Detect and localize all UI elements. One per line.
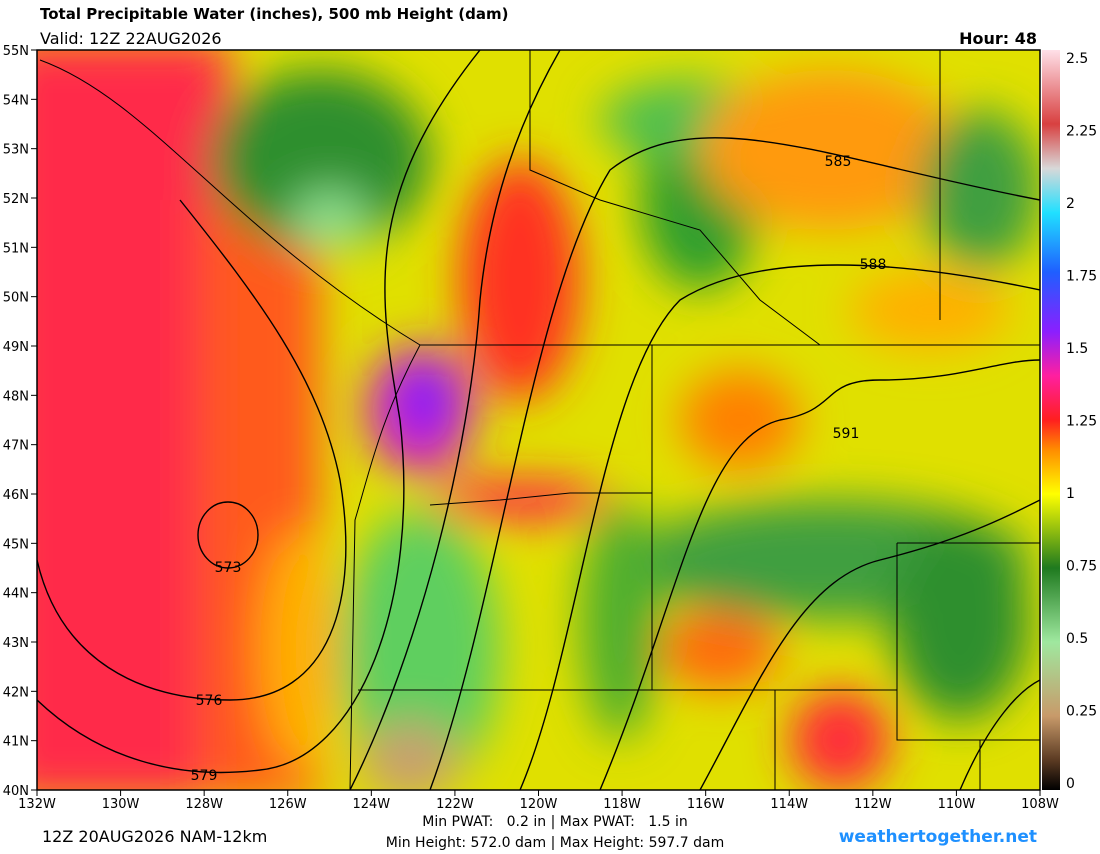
lat-label: 52N: [3, 192, 29, 207]
colorbar: [1042, 50, 1060, 790]
site-credit[interactable]: weathertogether.net: [839, 827, 1037, 847]
colorbar-label: 1: [1066, 486, 1075, 502]
forecast-hour: Hour: 48: [959, 29, 1037, 48]
lon-label: 114W: [770, 797, 808, 812]
lon-label: 130W: [102, 797, 140, 812]
contour-label: 576: [196, 693, 223, 709]
lon-label: 116W: [687, 797, 725, 812]
colorbar-label: 0.5: [1066, 631, 1088, 647]
border: [529, 50, 821, 346]
pwat-field: [37, 50, 1040, 790]
contour: [197, 501, 259, 569]
contour: [599, 359, 1040, 790]
lon-label: 126W: [269, 797, 307, 812]
lat-label: 51N: [3, 241, 29, 256]
contour: [349, 50, 561, 790]
lon-label: 112W: [854, 797, 892, 812]
lat-label: 53N: [3, 143, 29, 158]
lon-label: 110W: [938, 797, 976, 812]
contour-label: 585: [825, 154, 852, 170]
colorbar-label: 2: [1066, 196, 1075, 212]
colorbar-label: 1.5: [1066, 341, 1088, 357]
valid-time: Valid: 12Z 22AUG2026: [40, 29, 222, 48]
contour-label: 588: [860, 257, 887, 273]
border: [429, 492, 652, 506]
contour-label: 573: [215, 560, 242, 576]
contour-labels: 573 576 579 585 588 591: [191, 154, 887, 784]
lat-label: 48N: [3, 389, 29, 404]
colorbar-label: 2.25: [1066, 124, 1097, 140]
contour-label: 579: [191, 768, 218, 784]
coastline: [39, 59, 421, 790]
lat-label: 49N: [3, 340, 29, 355]
lat-label: 55N: [3, 44, 29, 59]
height-contours: [37, 50, 1040, 790]
lat-label: 47N: [3, 439, 29, 454]
lon-label: 124W: [352, 797, 390, 812]
lon-label: 120W: [520, 797, 558, 812]
model-run: 12Z 20AUG2026 NAM-12km: [42, 827, 267, 846]
lat-label: 45N: [3, 537, 29, 552]
height-range: Min Height: 572.0 dam | Max Height: 597.…: [386, 835, 724, 850]
border: [358, 50, 1040, 790]
lon-label: 108W: [1021, 797, 1059, 812]
contour: [699, 499, 1040, 790]
contour: [37, 199, 347, 701]
lon-label: 122W: [436, 797, 474, 812]
lon-label: 118W: [603, 797, 641, 812]
colorbar-label: 1.25: [1066, 414, 1097, 430]
contour: [429, 137, 1040, 790]
contour: [519, 264, 1040, 790]
lon-label: 132W: [18, 797, 56, 812]
pwat-range: Min PWAT: 0.2 in | Max PWAT: 1.5 in: [422, 814, 687, 830]
title: Total Precipitable Water (inches), 500 m…: [40, 5, 508, 23]
lat-label: 41N: [3, 735, 29, 750]
colorbar-label: 0.25: [1066, 704, 1097, 720]
lat-label: 40N: [3, 784, 29, 799]
lat-label: 43N: [3, 636, 29, 651]
contour: [959, 679, 1040, 790]
contour-label: 591: [833, 426, 860, 442]
lat-label: 50N: [3, 291, 29, 306]
borders: [39, 50, 1040, 790]
lat-label: 46N: [3, 488, 29, 503]
lat-label: 44N: [3, 587, 29, 602]
colorbar-label: 0.75: [1066, 559, 1097, 575]
lat-label: 42N: [3, 685, 29, 700]
lat-label: 54N: [3, 93, 29, 108]
lon-label: 128W: [185, 797, 223, 812]
colorbar-label: 2.5: [1066, 51, 1088, 67]
contour: [37, 50, 481, 774]
colorbar-label: 1.75: [1066, 269, 1097, 285]
colorbar-label: 0: [1066, 776, 1075, 792]
